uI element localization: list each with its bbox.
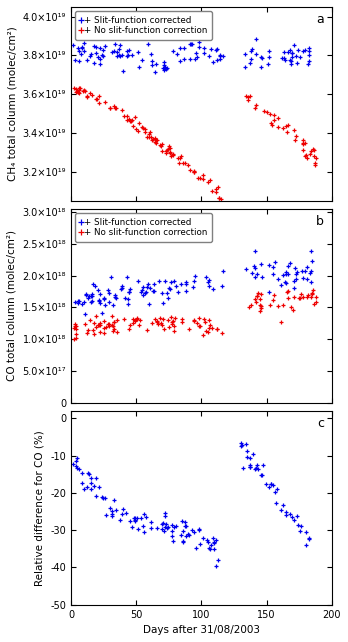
Legend: + Slit-function corrected, + No slit-function correction: + Slit-function corrected, + No slit-fun… xyxy=(76,12,212,40)
Text: c: c xyxy=(317,417,324,429)
Legend: + Slit-function corrected, + No slit-function correction: + Slit-function corrected, + No slit-fun… xyxy=(76,213,212,242)
Y-axis label: CO total column (molec/cm²): CO total column (molec/cm²) xyxy=(7,230,17,381)
Y-axis label: Relative difference for CO (%): Relative difference for CO (%) xyxy=(35,430,45,586)
Text: a: a xyxy=(316,13,324,26)
X-axis label: Days after 31/08/2003: Days after 31/08/2003 xyxy=(143,625,260,635)
Text: b: b xyxy=(316,214,324,228)
Y-axis label: CH₄ total column (molec/cm²): CH₄ total column (molec/cm²) xyxy=(7,26,17,181)
